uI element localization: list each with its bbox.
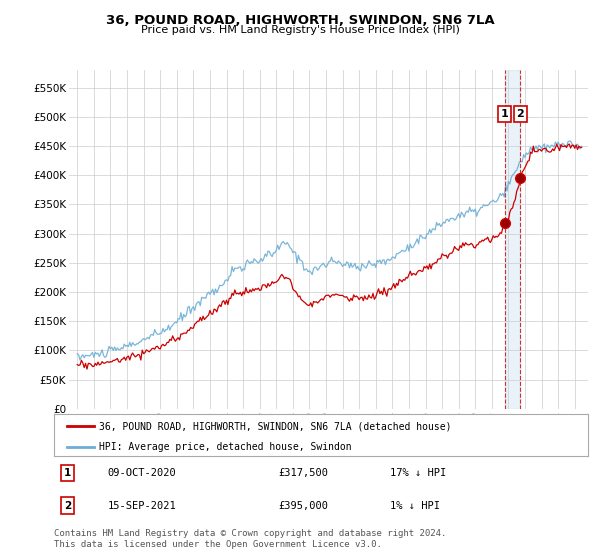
Text: 1: 1 (501, 109, 509, 119)
Bar (505, 70, 520, 409)
Text: 1% ↓ HPI: 1% ↓ HPI (391, 501, 440, 511)
Text: £395,000: £395,000 (278, 501, 328, 511)
Text: 36, POUND ROAD, HIGHWORTH, SWINDON, SN6 7LA: 36, POUND ROAD, HIGHWORTH, SWINDON, SN6 … (106, 14, 494, 27)
Text: 2: 2 (517, 109, 524, 119)
Text: 2: 2 (64, 501, 71, 511)
Text: 09-OCT-2020: 09-OCT-2020 (107, 468, 176, 478)
Text: 36, POUND ROAD, HIGHWORTH, SWINDON, SN6 7LA (detached house): 36, POUND ROAD, HIGHWORTH, SWINDON, SN6 … (100, 421, 452, 431)
Text: Price paid vs. HM Land Registry's House Price Index (HPI): Price paid vs. HM Land Registry's House … (140, 25, 460, 35)
Text: 1: 1 (64, 468, 71, 478)
Text: Contains HM Land Registry data © Crown copyright and database right 2024.
This d: Contains HM Land Registry data © Crown c… (54, 529, 446, 549)
Text: £317,500: £317,500 (278, 468, 328, 478)
Text: 17% ↓ HPI: 17% ↓ HPI (391, 468, 446, 478)
Text: HPI: Average price, detached house, Swindon: HPI: Average price, detached house, Swin… (100, 442, 352, 452)
Text: 15-SEP-2021: 15-SEP-2021 (107, 501, 176, 511)
